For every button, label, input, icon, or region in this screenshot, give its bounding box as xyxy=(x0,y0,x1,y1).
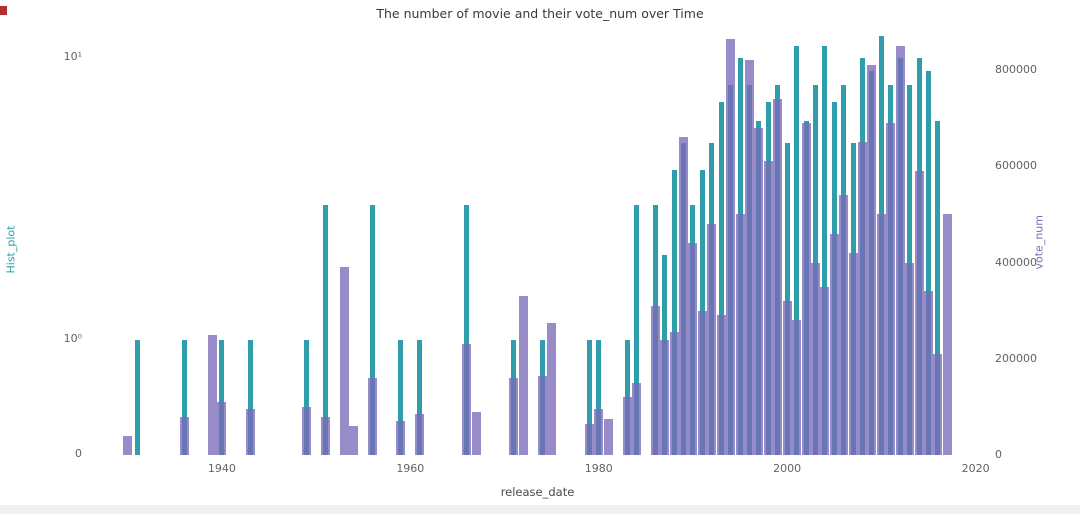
bar-vote_num-1936 xyxy=(179,416,189,455)
bar-Hist_plot-1931 xyxy=(134,340,140,455)
bar-vote_num-2012 xyxy=(895,45,905,455)
x-axis-label: release_date xyxy=(500,485,575,499)
bar-vote_num-1998 xyxy=(763,161,773,455)
bar-vote_num-2006 xyxy=(839,195,849,455)
chart-title: The number of movie and their vote_num o… xyxy=(376,6,704,21)
bar-vote_num-2017 xyxy=(942,214,952,455)
bar-vote_num-1943 xyxy=(245,409,255,455)
bar-vote_num-1997 xyxy=(754,127,764,455)
bar-vote_num-2010 xyxy=(876,214,886,455)
bar-Hist_plot-1984 xyxy=(633,205,639,455)
bar-vote_num-1975 xyxy=(547,322,557,455)
bar-vote_num-1987 xyxy=(660,339,670,455)
bar-Hist_plot-2004 xyxy=(822,46,828,455)
bar-Hist_plot-1979 xyxy=(586,340,592,455)
bar-vote_num-2016 xyxy=(933,353,943,455)
bar-vote_num-1984 xyxy=(631,382,641,455)
right-axis-tick-800000: 800000 xyxy=(995,63,1037,76)
bar-Hist_plot-1956 xyxy=(370,205,376,455)
bar-vote_num-1939 xyxy=(207,334,217,455)
bar-vote_num-2001 xyxy=(792,320,802,455)
bar-vote_num-1990 xyxy=(688,243,698,455)
bar-Hist_plot-1961 xyxy=(417,340,423,455)
bar-Hist_plot-2001 xyxy=(794,46,800,455)
bar-vote_num-1949 xyxy=(302,406,312,455)
bar-vote_num-1988 xyxy=(669,332,679,455)
left-axis-tick-10⁰: 10⁰ xyxy=(63,332,82,345)
bar-Hist_plot-1943 xyxy=(247,340,253,455)
bar-vote_num-1999 xyxy=(773,98,783,455)
bar-vote_num-1940 xyxy=(217,402,227,455)
bar-vote_num-1959 xyxy=(396,421,406,455)
right-axis-tick-600000: 600000 xyxy=(995,159,1037,173)
right-axis-tick-0: 0 xyxy=(995,448,1002,461)
bar-vote_num-1986 xyxy=(650,305,660,455)
x-axis-tick-1940: 1940 xyxy=(207,462,236,475)
bar-Hist_plot-1951 xyxy=(323,205,329,455)
bar-vote_num-1995 xyxy=(735,214,745,455)
x-axis-tick-2020: 2020 xyxy=(961,462,990,475)
bar-vote_num-1971 xyxy=(509,378,519,455)
bar-vote_num-1930 xyxy=(123,435,133,455)
bar-vote_num-1951 xyxy=(321,416,331,455)
left-axis-label: Hist_plot xyxy=(4,225,18,274)
left-axis-tick-10¹: 10¹ xyxy=(63,50,82,63)
bar-vote_num-1956 xyxy=(368,378,378,455)
bar-vote_num-1993 xyxy=(716,315,726,455)
bar-vote_num-2015 xyxy=(923,291,933,455)
bar-Hist_plot-1940 xyxy=(219,340,225,455)
bar-vote_num-2005 xyxy=(829,233,839,455)
bar-vote_num-1961 xyxy=(415,414,425,455)
bar-vote_num-2004 xyxy=(820,286,830,455)
bar-vote_num-1974 xyxy=(537,375,547,455)
bar-vote_num-1966 xyxy=(462,344,472,455)
bar-Hist_plot-1980 xyxy=(596,340,602,455)
bar-Hist_plot-2000 xyxy=(784,142,790,455)
right-axis-tick-200000: 200000 xyxy=(995,351,1037,365)
bar-Hist_plot-1959 xyxy=(398,340,404,455)
bar-Hist_plot-2016 xyxy=(935,120,941,455)
bar-vote_num-2007 xyxy=(848,252,858,455)
left-axis-tick-0: 0 xyxy=(75,447,82,460)
bar-vote_num-1967 xyxy=(471,411,481,455)
bar-vote_num-1972 xyxy=(518,296,528,455)
bar-vote_num-1953 xyxy=(339,267,349,455)
x-axis-tick-2000: 2000 xyxy=(773,462,802,475)
bar-vote_num-2014 xyxy=(914,171,924,455)
bar-vote_num-2000 xyxy=(782,301,792,455)
bar-Hist_plot-1966 xyxy=(464,205,470,455)
bar-vote_num-1989 xyxy=(679,137,689,455)
corner-artifact xyxy=(0,6,7,15)
bar-vote_num-1996 xyxy=(744,60,754,455)
bar-vote_num-2003 xyxy=(810,262,820,455)
x-axis-tick-1980: 1980 xyxy=(584,462,613,475)
bar-vote_num-2002 xyxy=(801,122,811,455)
bar-vote_num-2009 xyxy=(867,65,877,455)
page-bottom-edge xyxy=(0,505,1080,514)
bar-vote_num-2008 xyxy=(858,142,868,455)
bar-vote_num-2013 xyxy=(905,262,915,455)
x-axis-tick-1960: 1960 xyxy=(396,462,425,475)
plot-area xyxy=(90,30,985,455)
bar-vote_num-1991 xyxy=(697,310,707,455)
bar-vote_num-1981 xyxy=(603,418,613,455)
bar-vote_num-1983 xyxy=(622,397,632,455)
bar-vote_num-1954 xyxy=(349,426,359,455)
bar-Hist_plot-1993 xyxy=(718,101,724,455)
right-axis-tick-400000: 400000 xyxy=(995,255,1037,269)
bar-vote_num-1992 xyxy=(707,224,717,455)
bar-Hist_plot-2015 xyxy=(925,70,931,455)
bar-vote_num-1994 xyxy=(726,38,736,455)
bar-vote_num-2011 xyxy=(886,122,896,455)
bar-Hist_plot-1949 xyxy=(304,340,310,455)
bar-vote_num-1980 xyxy=(594,409,604,455)
bar-Hist_plot-1988 xyxy=(671,170,677,455)
bar-Hist_plot-1936 xyxy=(181,340,187,455)
bar-vote_num-1979 xyxy=(584,423,594,455)
